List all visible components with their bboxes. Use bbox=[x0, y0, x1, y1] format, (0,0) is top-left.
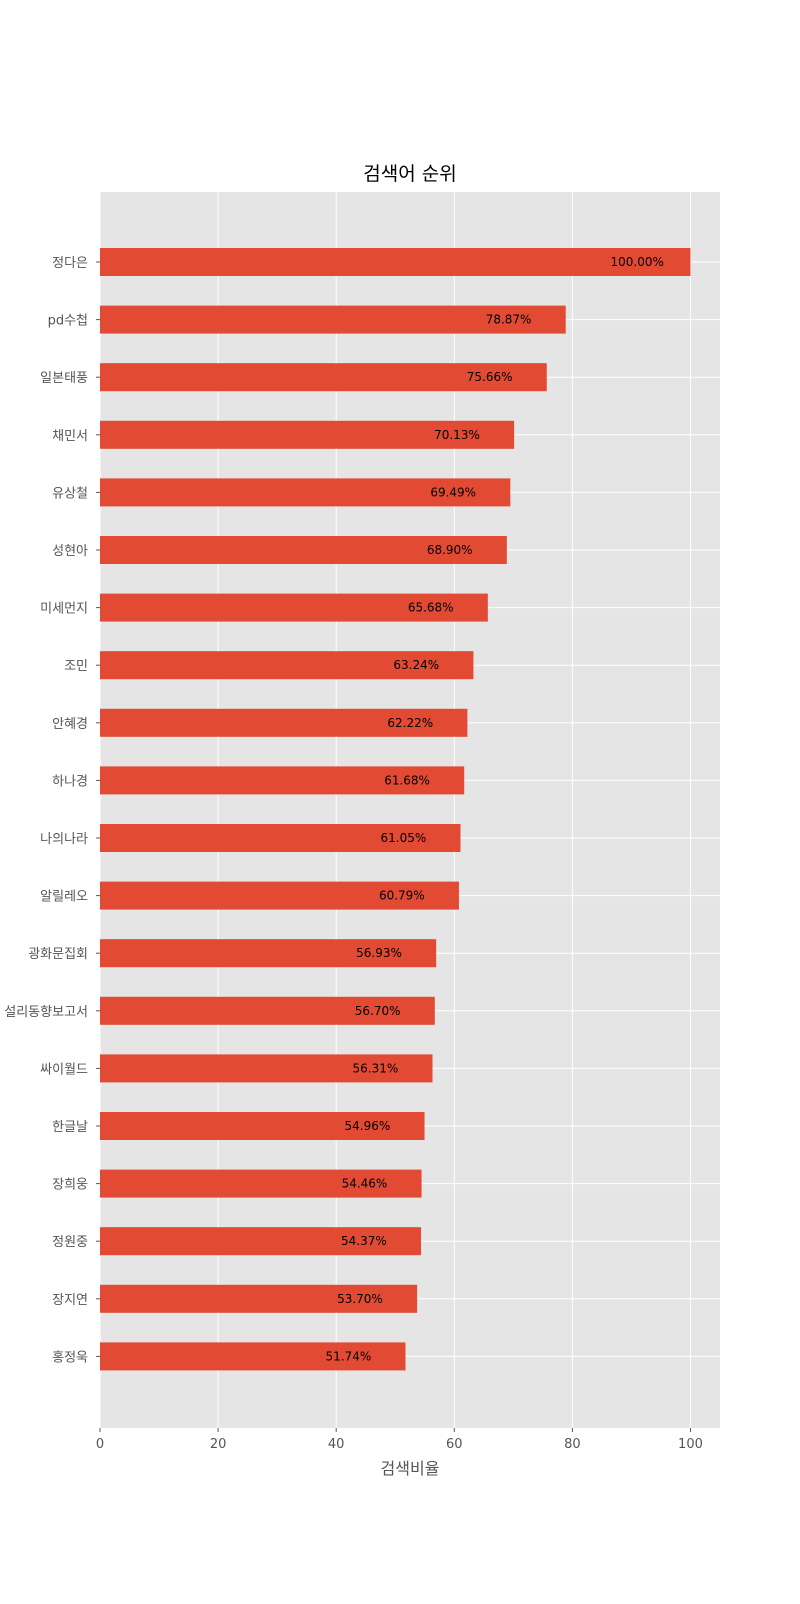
bar bbox=[100, 305, 566, 334]
bar-value-label: 60.79% bbox=[379, 889, 425, 903]
category-label: 한글날 bbox=[52, 1120, 88, 1135]
bar-value-label: 63.24% bbox=[393, 658, 439, 672]
bar bbox=[100, 1054, 433, 1083]
bar-value-labels: 100.00% 78.87% 75.66% 70.13% 69.49% 68.90% 65.… bbox=[326, 255, 664, 1363]
bar-value-label: 61.68% bbox=[384, 773, 430, 787]
category-label: 일본태풍 bbox=[40, 371, 88, 386]
bar bbox=[100, 1112, 425, 1140]
category-label: 하나경 bbox=[52, 774, 88, 789]
bar bbox=[100, 420, 515, 449]
bar bbox=[100, 478, 511, 507]
category-label: 유상철 bbox=[52, 486, 88, 501]
bar bbox=[100, 996, 435, 1025]
bar-value-label: 78.87% bbox=[486, 313, 532, 327]
bar bbox=[100, 1227, 422, 1256]
bar-value-label: 56.70% bbox=[355, 1004, 401, 1018]
category-label: 홍정욱 bbox=[52, 1350, 88, 1365]
bar-value-label: 70.13% bbox=[434, 428, 480, 442]
bar bbox=[100, 1169, 422, 1198]
category-label: 조민 bbox=[64, 659, 88, 674]
category-label: 설리동향보고서 bbox=[4, 1005, 88, 1020]
x-tick-labels: 0 20 40 60 80 100 bbox=[96, 1428, 703, 1452]
x-tick-label: 20 bbox=[210, 1437, 227, 1452]
category-label: 정다은 bbox=[52, 256, 88, 271]
bar-value-label: 69.49% bbox=[430, 485, 476, 499]
bar bbox=[100, 1284, 418, 1313]
x-tick-label: 100 bbox=[678, 1437, 703, 1452]
bar-value-label: 75.66% bbox=[467, 370, 513, 384]
bar-value-label: 61.05% bbox=[380, 831, 426, 845]
bar bbox=[100, 766, 465, 795]
bar bbox=[100, 824, 461, 852]
bar-value-label: 56.93% bbox=[356, 946, 402, 960]
category-label: pd수첩 bbox=[48, 314, 88, 329]
category-label: 싸이월드 bbox=[40, 1062, 88, 1077]
bar-value-label: 68.90% bbox=[427, 543, 473, 557]
bar-value-label: 56.31% bbox=[352, 1061, 398, 1075]
bar-value-label: 62.22% bbox=[387, 716, 433, 730]
category-label: 미세먼지 bbox=[40, 602, 88, 617]
bar-value-label: 54.96% bbox=[345, 1119, 391, 1133]
chart-title: 검색어 순위 bbox=[363, 163, 456, 185]
category-label: 안혜경 bbox=[52, 717, 88, 732]
plot-background bbox=[100, 192, 720, 1428]
bar bbox=[100, 363, 547, 392]
bar bbox=[100, 939, 437, 968]
bar-value-label: 51.74% bbox=[326, 1349, 372, 1363]
x-tick-label: 60 bbox=[446, 1437, 463, 1452]
category-label: 광화문집회 bbox=[28, 947, 88, 962]
bar bbox=[100, 248, 691, 276]
bar-value-label: 54.46% bbox=[342, 1177, 388, 1191]
bar-value-label: 100.00% bbox=[610, 255, 663, 269]
bars bbox=[100, 248, 691, 1371]
bar bbox=[100, 593, 488, 622]
bar-value-label: 65.68% bbox=[408, 601, 454, 615]
bar-value-label: 53.70% bbox=[337, 1292, 383, 1306]
bar bbox=[100, 1342, 406, 1371]
category-label: 장희웅 bbox=[52, 1178, 88, 1193]
category-label: 알릴레오 bbox=[40, 890, 88, 905]
category-label: 정원중 bbox=[52, 1235, 88, 1250]
category-labels: 정다은 pd수첩일본태풍채민서유상철성현아미세먼지조민안혜경하나경나의나라알릴레오… bbox=[4, 256, 100, 1365]
bar-value-label: 54.37% bbox=[341, 1234, 387, 1248]
bar bbox=[100, 536, 507, 564]
bar bbox=[100, 651, 474, 680]
x-tick-label: 40 bbox=[328, 1437, 345, 1452]
x-axis-label: 검색비율 bbox=[381, 1459, 440, 1478]
category-label: 채민서 bbox=[52, 429, 88, 444]
category-label: 장지연 bbox=[52, 1293, 88, 1308]
x-tick-label: 0 bbox=[96, 1437, 104, 1452]
bar bbox=[100, 708, 468, 737]
category-label: 나의나라 bbox=[40, 832, 88, 847]
bar bbox=[100, 881, 459, 910]
x-tick-label: 80 bbox=[564, 1437, 581, 1452]
category-label: 성현아 bbox=[52, 544, 88, 559]
